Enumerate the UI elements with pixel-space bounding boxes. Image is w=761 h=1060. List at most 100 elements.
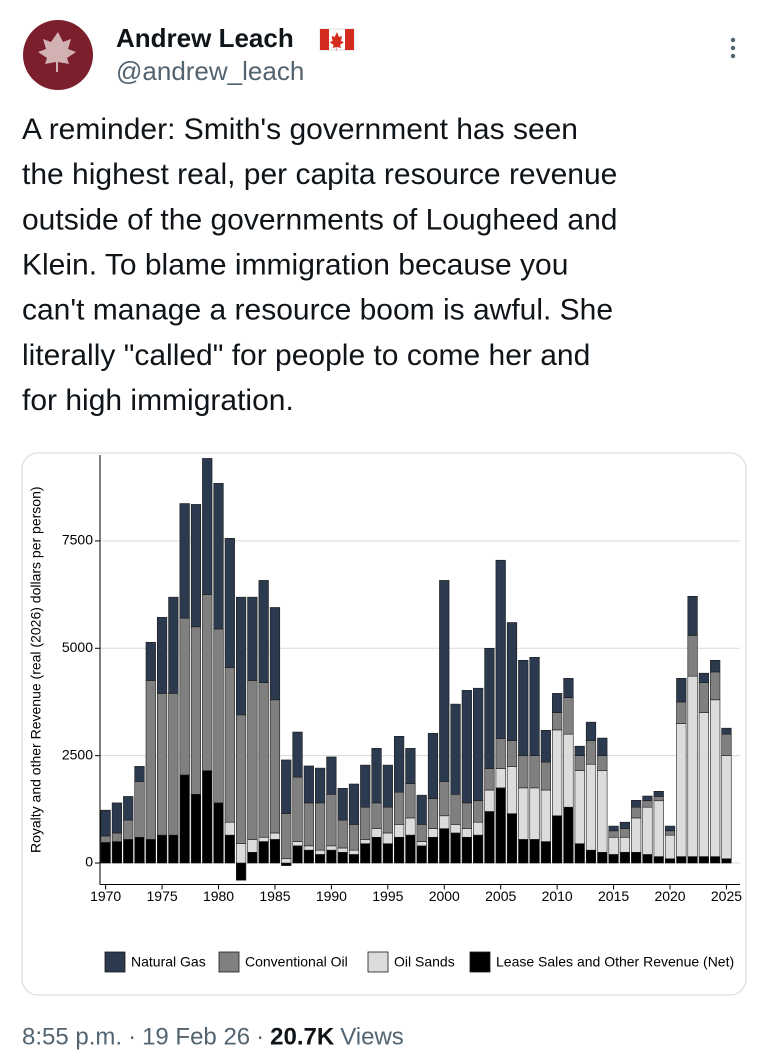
display-name[interactable]: Andrew Leach — [116, 23, 294, 53]
bar-segment — [281, 862, 292, 866]
bar-segment — [450, 832, 461, 864]
bar-segment — [529, 787, 540, 840]
bar-segment — [382, 764, 393, 808]
bar-segment — [563, 678, 574, 698]
bar-segment — [585, 721, 597, 741]
bar-segment — [495, 768, 506, 789]
bar-segment — [382, 843, 393, 864]
media-card[interactable] — [21, 452, 747, 996]
bar-segment — [303, 845, 314, 851]
bar-segment — [439, 815, 450, 829]
bar-segment — [156, 834, 168, 864]
bar-segment — [394, 791, 405, 825]
bar-segment — [461, 802, 472, 829]
y-tick-label: 0 — [85, 854, 93, 870]
bar-segment — [224, 538, 235, 668]
bar-segment — [292, 776, 303, 842]
bar-segment — [292, 845, 303, 864]
bar-segment — [247, 851, 258, 864]
bar-segment — [303, 849, 314, 864]
y-tick-label: 5000 — [62, 639, 93, 655]
separator: · — [128, 1023, 136, 1050]
bar-segment — [518, 787, 529, 840]
bar-segment — [563, 733, 574, 808]
tweet-line: A reminder: Smith's government has seen — [22, 113, 578, 146]
bar-segment — [427, 733, 439, 799]
bar-segment — [348, 849, 360, 855]
bar-segment — [619, 836, 630, 853]
bar-segment — [676, 856, 687, 864]
bar-segment — [145, 839, 156, 864]
bar-segment — [484, 789, 495, 812]
bar-segment — [484, 647, 495, 769]
bar-segment — [348, 783, 360, 825]
bar-segment — [405, 817, 416, 836]
x-tick-label: 1985 — [259, 888, 290, 904]
bar-segment — [698, 672, 709, 683]
bar-segment — [698, 856, 709, 864]
bar-segment — [529, 656, 540, 756]
bar-segment — [134, 836, 145, 864]
bar-segment — [156, 693, 168, 836]
bar-segment — [574, 745, 585, 756]
handle[interactable]: @andrew_leach — [116, 56, 304, 86]
tweet-line: can't manage a resource boom is awful. S… — [22, 294, 613, 327]
bar-segment — [269, 699, 281, 834]
bar-segment — [540, 841, 551, 864]
bar-segment — [258, 841, 269, 864]
bar-segment — [371, 836, 382, 864]
bar-segment — [698, 712, 709, 857]
bar-segment — [416, 845, 427, 864]
tweet-line: literally "called" for people to come he… — [22, 339, 590, 372]
bar-segment — [360, 839, 371, 844]
views-label: Views — [340, 1023, 404, 1050]
bar-segment — [484, 811, 495, 864]
bar-segment — [405, 834, 416, 864]
bar-segment — [597, 737, 608, 756]
bar-segment — [710, 856, 721, 864]
bar-segment — [461, 828, 472, 838]
bar-segment — [427, 836, 439, 864]
separator: · — [256, 1023, 264, 1050]
bar-segment — [721, 755, 732, 860]
tweet-line: outside of the governments of Lougheed a… — [22, 203, 617, 236]
bar-segment — [427, 798, 439, 829]
bar-segment — [190, 794, 202, 864]
legend-swatch — [104, 951, 126, 973]
bar-segment — [281, 858, 292, 864]
y-tick-label: 7500 — [62, 532, 93, 548]
bar-segment — [642, 854, 653, 864]
bar-segment — [710, 699, 721, 857]
bar-segment — [145, 680, 156, 840]
bar-segment — [224, 834, 235, 864]
bar-segment — [473, 687, 484, 802]
bar-segment — [123, 819, 134, 840]
bar-segment — [552, 693, 563, 713]
bar-segment — [676, 678, 687, 703]
bar-segment — [631, 851, 642, 864]
bar-segment — [303, 802, 314, 847]
bar-segment — [518, 660, 529, 756]
bar-segment — [202, 458, 213, 595]
bar-segment — [168, 834, 179, 864]
bar-segment — [281, 813, 292, 860]
bar-segment — [100, 835, 111, 843]
x-tick-label: 1980 — [203, 888, 234, 904]
bar-segment — [631, 806, 642, 819]
bar-segment — [269, 832, 281, 840]
bar-segment — [450, 824, 461, 834]
bar-segment — [111, 841, 123, 864]
bar-segment — [495, 738, 506, 769]
legend-label: Lease Sales and Other Revenue (Net) — [496, 954, 734, 970]
bar-segment — [721, 858, 732, 864]
bar-segment — [382, 806, 393, 834]
tweet-footer: 8:55 p.m. · 19 Feb 26 · 20.7K Views — [22, 1023, 404, 1050]
bar-segment — [608, 836, 619, 855]
more-menu[interactable] — [730, 37, 736, 59]
bar-segment — [687, 596, 698, 636]
bar-segment — [247, 680, 258, 840]
legend-label: Natural Gas — [131, 954, 206, 970]
bar-segment — [394, 836, 405, 864]
